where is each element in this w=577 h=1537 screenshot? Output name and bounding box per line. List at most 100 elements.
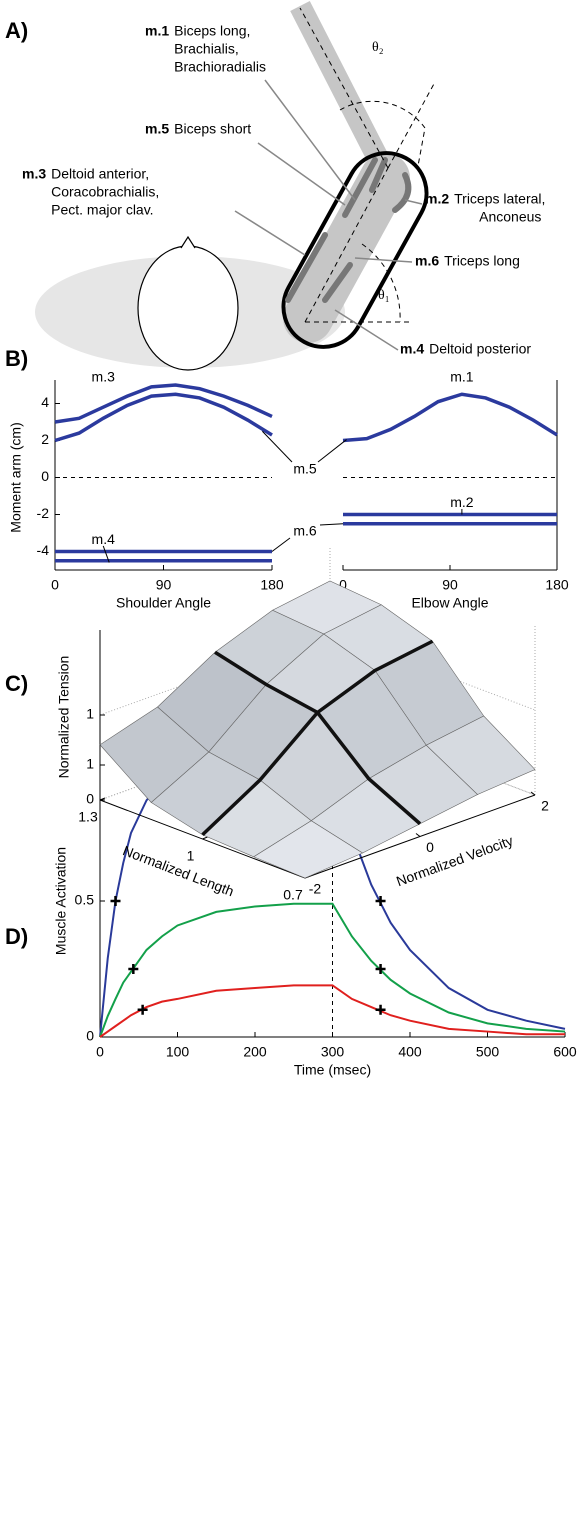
y-tick-label: -4 [37,542,50,558]
panel-label: C) [5,671,28,696]
muscle [322,262,353,303]
x-axis-label: Elbow Angle [411,595,488,611]
upper-arm [283,153,410,343]
muscle-id: m.2 [425,191,449,207]
y-tick-label: 2 [541,798,549,814]
series-label: m.6 [293,523,317,539]
marker [128,964,139,974]
muscle-id: m.1 [145,23,169,39]
panel-label: D) [5,924,28,949]
muscle-name: Deltoid posterior [429,341,531,357]
leader-lines [234,79,423,351]
muscle-id: m.5 [145,121,169,137]
head [137,245,239,371]
y-tick-label: 0 [41,468,49,484]
series-label: m.2 [450,494,474,510]
y-tick [415,833,421,837]
x-tick-label: 300 [321,1044,345,1060]
series-label: m.4 [92,531,116,547]
series-label: m.5 [293,461,317,477]
z-axis-label: Normalized Tension [56,656,72,779]
series-label: m.3 [92,368,116,384]
leader [317,439,347,463]
muscle-name: Triceps long [444,253,520,269]
surface-patch [253,820,364,879]
muscle-name: Anconeus [479,209,541,225]
angle-label: θ₂ [372,40,384,55]
y-tick-label: 0 [86,1028,94,1044]
y-tick-label: 0 [426,839,434,855]
x-tick-label: 0 [339,577,347,593]
x-tick-label: 600 [553,1044,577,1060]
y-tick-label: 1 [86,756,94,772]
surface-chart: 0 1 0.7 1 1.3 -2 0 2 Normalized Tension Normalize… [56,547,549,903]
x-tick [202,836,208,840]
muscle-name: Pect. major clav. [51,202,153,218]
y-axis-label: Moment arm (cm) [8,422,24,532]
y-tick-label: 4 [41,394,49,410]
x-tick-label: 100 [166,1044,190,1060]
muscle-id: m.3 [22,166,46,182]
angle-label: θ₁ [378,288,390,303]
x-tick-label: 180 [545,577,569,593]
muscle-name: Biceps long, [174,23,250,39]
x-tick-label: 500 [476,1044,500,1060]
leader [271,537,291,552]
tension-curve [214,650,422,826]
marker [375,1004,386,1015]
series-line [54,392,273,443]
leader [261,430,293,463]
x-tick-label: 0 [51,577,59,593]
arm-diagram [35,0,436,371]
muscle [342,157,378,218]
panel-label: A) [5,18,28,43]
x-axis-label: Normalized Length [121,842,236,899]
x-tick-label: 0.7 [283,887,303,903]
series-line [99,902,566,1038]
muscle-name: Coracobrachialis, [51,184,159,200]
muscle [285,232,328,303]
x-tick-label: 400 [398,1044,422,1060]
muscle-name: Brachioradialis [174,59,266,75]
z-tick-label: 0 [86,791,94,807]
x-tick-label: 180 [260,577,284,593]
muscle-id: m.6 [415,253,439,269]
muscle-id: m.4 [400,341,424,357]
series-label: m.1 [450,368,474,384]
marker [375,896,386,906]
x-axis-label: Shoulder Angle [116,595,211,611]
marker [110,896,121,906]
angle-guides [299,7,436,323]
marker [375,964,386,974]
leader [319,523,344,526]
muscle-name: Biceps short [174,121,251,137]
nose [180,235,196,249]
y-tick-label: -2 [37,505,50,521]
panel-label: B) [5,346,28,371]
muscles [285,157,412,303]
x-tick-label: 90 [156,577,172,593]
muscle [369,157,388,193]
y-tick-label: 2 [41,431,49,447]
marker [137,1004,148,1015]
y-tick [530,791,536,796]
x-tick-label: 1.3 [78,809,98,825]
y-axis-label: Muscle Activation [53,847,69,955]
muscle-name: Triceps lateral, [454,191,545,207]
leader [102,545,110,563]
y-tick-label: 0.5 [75,892,95,908]
y-tick-label: -2 [309,881,322,897]
series-line [342,392,558,443]
muscle [392,172,412,213]
grid-line [99,631,536,716]
series-line [54,383,273,424]
x-axis-label: Time (msec) [294,1062,371,1078]
muscle-name: Deltoid anterior, [51,166,149,182]
z-tick-label: 1 [86,706,94,722]
x-tick-label: 200 [243,1044,267,1060]
x-tick-label: 0 [96,1044,104,1060]
x-tick [99,797,106,801]
muscle-name: Brachialis, [174,41,239,57]
series-line [99,984,565,1038]
arm-outline [281,151,429,349]
